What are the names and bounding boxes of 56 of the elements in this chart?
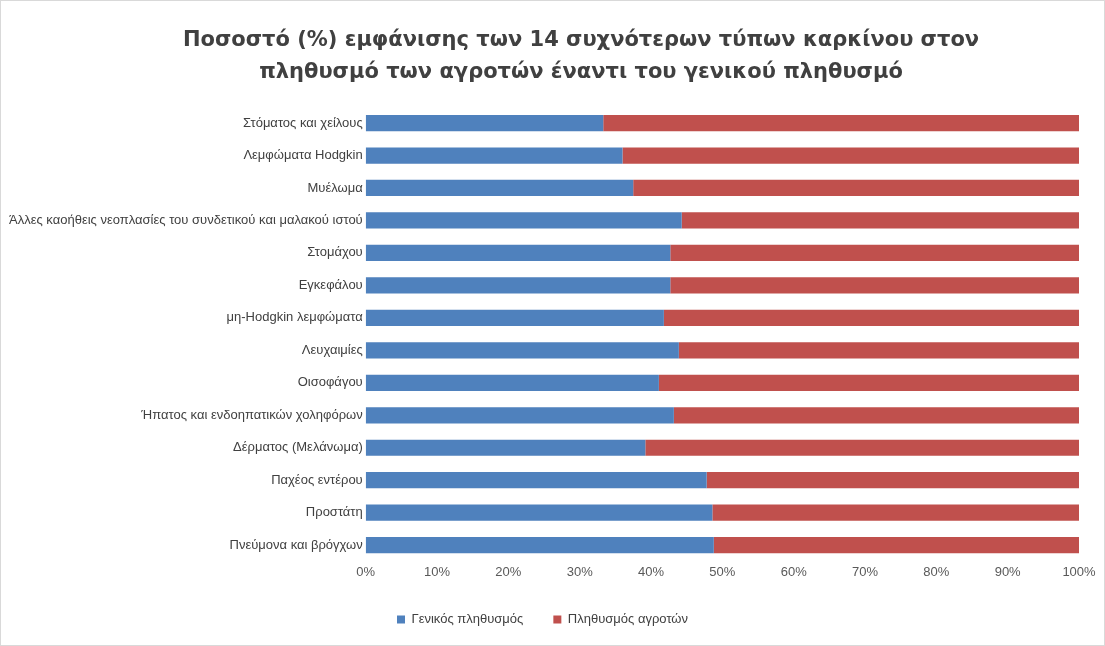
y-tick-label: Στόματος και χείλους: [243, 114, 363, 130]
chart-title: Ποσοστό (%) εμφάνισης των 14 συχνότερων τύπων καρκίνου στον πληθυσμό των αγροτών έναντι του γενικού πληθυσμό: [181, 26, 981, 85]
y-tick-label: Στομάχου: [307, 244, 363, 260]
y-tick-label: Ήπατος και ενδοηπατικών χοληφόρων: [140, 406, 363, 422]
bar: [663, 309, 1079, 326]
y-tick-label: Άλλες καοήθεις νεοπλασίες του συνδετικού και μαλακού ιστού: [9, 212, 363, 228]
x-tick-label: 60%: [780, 563, 808, 579]
x-tick-label: 100%: [1062, 563, 1097, 579]
bar: [365, 179, 634, 197]
x-tick-label: 10%: [424, 563, 451, 579]
bar: [365, 537, 714, 554]
y-tick-label: Προστάτη: [305, 504, 363, 520]
bar: [633, 179, 1079, 197]
bar: [365, 439, 646, 456]
x-tick-label: 0%: [356, 563, 376, 579]
x-tick-label: 50%: [709, 563, 736, 579]
y-tick-label: Παχέος εντέρου: [271, 471, 363, 487]
x-tick-label: 40%: [638, 563, 665, 579]
x-tick-label: 70%: [852, 563, 879, 579]
bar: [713, 537, 1079, 554]
bar: [670, 277, 1079, 294]
bar: [678, 342, 1079, 359]
bar: [365, 407, 674, 424]
y-tick-label: Μυέλωμα: [307, 179, 364, 195]
bar: [365, 342, 679, 359]
bar: [365, 147, 623, 164]
bar: [645, 439, 1079, 456]
y-tick-label: Εγκεφάλου: [298, 276, 363, 292]
bar: [622, 147, 1079, 164]
y-tick-label: Δέρματος (Μελάνωμα): [233, 439, 363, 455]
y-tick-label: Λευχαιμίες: [301, 341, 363, 357]
bar: [681, 212, 1079, 229]
bar: [658, 374, 1079, 391]
bar: [603, 114, 1079, 132]
x-tick-label: 80%: [923, 563, 950, 579]
bar: [706, 472, 1079, 489]
x-tick-label: 20%: [495, 563, 522, 579]
bar: [365, 309, 664, 326]
y-tick-label: μη-Hodgkin λεμφώματα: [226, 309, 364, 325]
y-tick-label: Οισοφάγου: [297, 374, 363, 390]
bar: [673, 407, 1079, 424]
legend-label: Πληθυσμός αγροτών: [567, 611, 688, 627]
bar: [670, 244, 1079, 262]
y-tick-label: Λεμφώματα Hodgkin: [243, 147, 363, 163]
bar: [365, 212, 682, 229]
x-tick-label: 90%: [994, 563, 1022, 579]
bar: [365, 114, 604, 132]
bar: [365, 472, 707, 489]
bar: [365, 504, 713, 521]
bar: [365, 277, 671, 294]
bar: [365, 244, 671, 262]
x-tick-label: 30%: [566, 563, 594, 579]
bar: [365, 374, 659, 391]
bar: [712, 504, 1079, 521]
y-tick-label: Πνεύμονα και βρόγχων: [229, 536, 363, 552]
legend-label: Γενικός πληθυσμός: [411, 611, 524, 627]
